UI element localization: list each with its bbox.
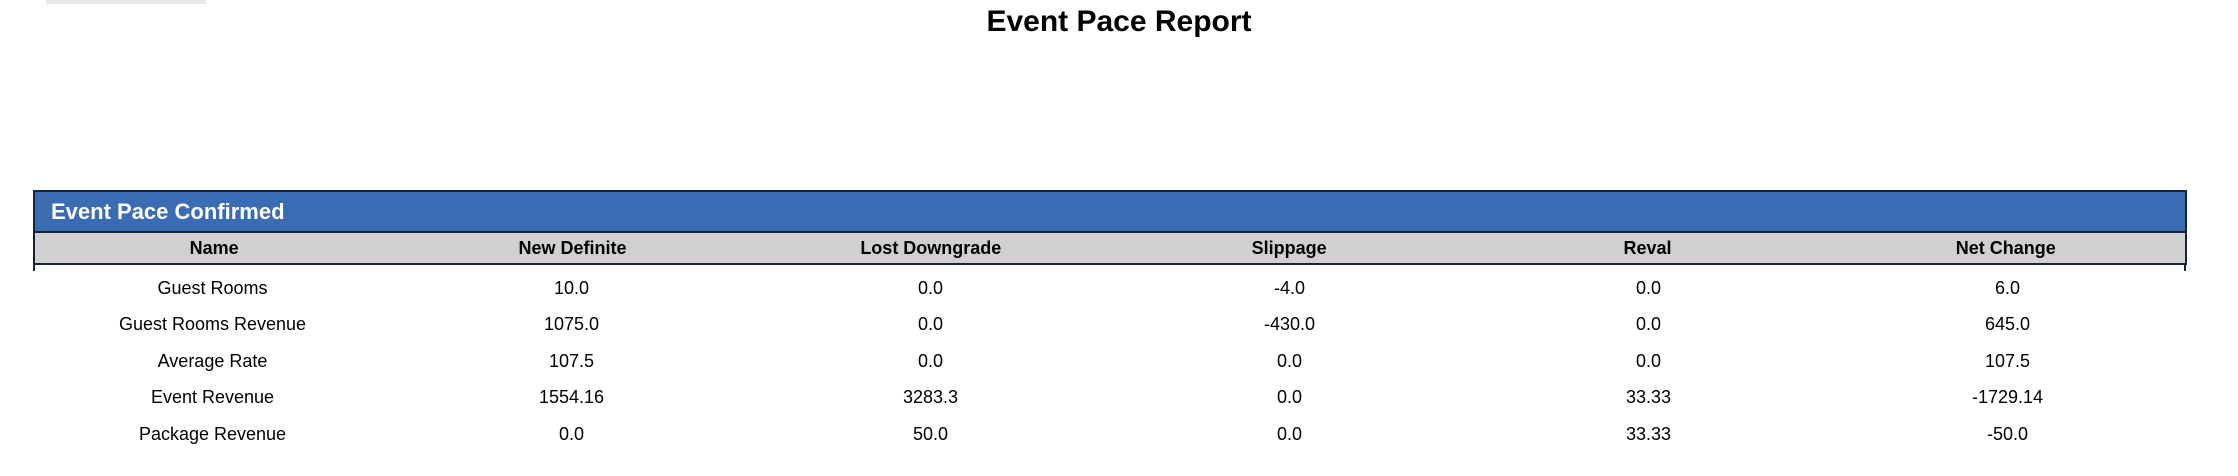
table-cell: -50.0: [1986, 423, 2029, 444]
table-section-title: Event Pace Confirmed: [51, 198, 285, 224]
top-edge-strip: [46, 0, 206, 4]
table-section-header: Event Pace Confirmed: [33, 190, 2187, 233]
table-cell: 6.0: [1994, 277, 2021, 298]
table-cell: 1554.16: [538, 387, 605, 408]
table-row: Guest Rooms Revenue 1075.0 0.0 -430.0 0.0 645…: [33, 307, 2187, 344]
table-cell: Event Revenue: [150, 387, 275, 408]
table-cell: Guest Rooms Revenue: [118, 314, 307, 335]
page-title: Event Pace Report: [986, 5, 1252, 38]
table-cell: 3283.3: [902, 387, 959, 408]
table-cell: 107.5: [548, 350, 595, 371]
column-header: Slippage: [1251, 237, 1327, 258]
table-row: Package Revenue 0.0 50.0 0.0 33.33 -50.0: [33, 416, 2187, 453]
table-cell: 0.0: [917, 314, 944, 335]
table-cell: 33.33: [1625, 387, 1672, 408]
table-cell: -4.0: [1273, 277, 1306, 298]
table-row: Guest Rooms 10.0 0.0 -4.0 0.0 6.0: [33, 270, 2187, 307]
table-cell: 10.0: [553, 277, 590, 298]
table-cell: 1075.0: [543, 314, 600, 335]
table-cell: 0.0: [1276, 387, 1303, 408]
table-cell: 0.0: [917, 277, 944, 298]
event-pace-confirmed-table: Event Pace Confirmed Name New Definite Los…: [33, 190, 2187, 453]
table-cell: 107.5: [1984, 350, 2031, 371]
table-cell: 0.0: [1276, 423, 1303, 444]
table-body: Guest Rooms 10.0 0.0 -4.0 0.0 6.0 Guest Rooms …: [33, 265, 2187, 453]
column-header: New Definite: [518, 237, 627, 258]
table-cell: 0.0: [917, 350, 944, 371]
table-cell: 0.0: [558, 423, 585, 444]
table-cell: 0.0: [1635, 314, 1662, 335]
column-header: Name: [189, 237, 239, 258]
column-header-row: Name New Definite Lost Downgrade Slippage Re…: [33, 233, 2187, 265]
table-cell: Guest Rooms: [157, 277, 268, 298]
column-header: Net Change: [1955, 237, 2056, 258]
table-cell: 33.33: [1625, 423, 1672, 444]
column-header: Reval: [1623, 237, 1672, 258]
table-cell: Average Rate: [157, 350, 268, 371]
table-cell: 0.0: [1635, 350, 1662, 371]
table-row: Average Rate 107.5 0.0 0.0 0.0 107.5: [33, 343, 2187, 380]
table-cell: 0.0: [1276, 350, 1303, 371]
table-cell: 645.0: [1984, 314, 2031, 335]
table-cell: Package Revenue: [138, 423, 287, 444]
table-cell: -1729.14: [1971, 387, 2044, 408]
column-header: Lost Downgrade: [860, 237, 1002, 258]
border-tick-left: [33, 265, 35, 271]
table-cell: -430.0: [1263, 314, 1316, 335]
table-cell: 0.0: [1635, 277, 1662, 298]
border-tick-right: [2184, 265, 2186, 271]
table-row: Event Revenue 1554.16 3283.3 0.0 33.33 -1729.…: [33, 380, 2187, 417]
table-cell: 50.0: [912, 423, 949, 444]
